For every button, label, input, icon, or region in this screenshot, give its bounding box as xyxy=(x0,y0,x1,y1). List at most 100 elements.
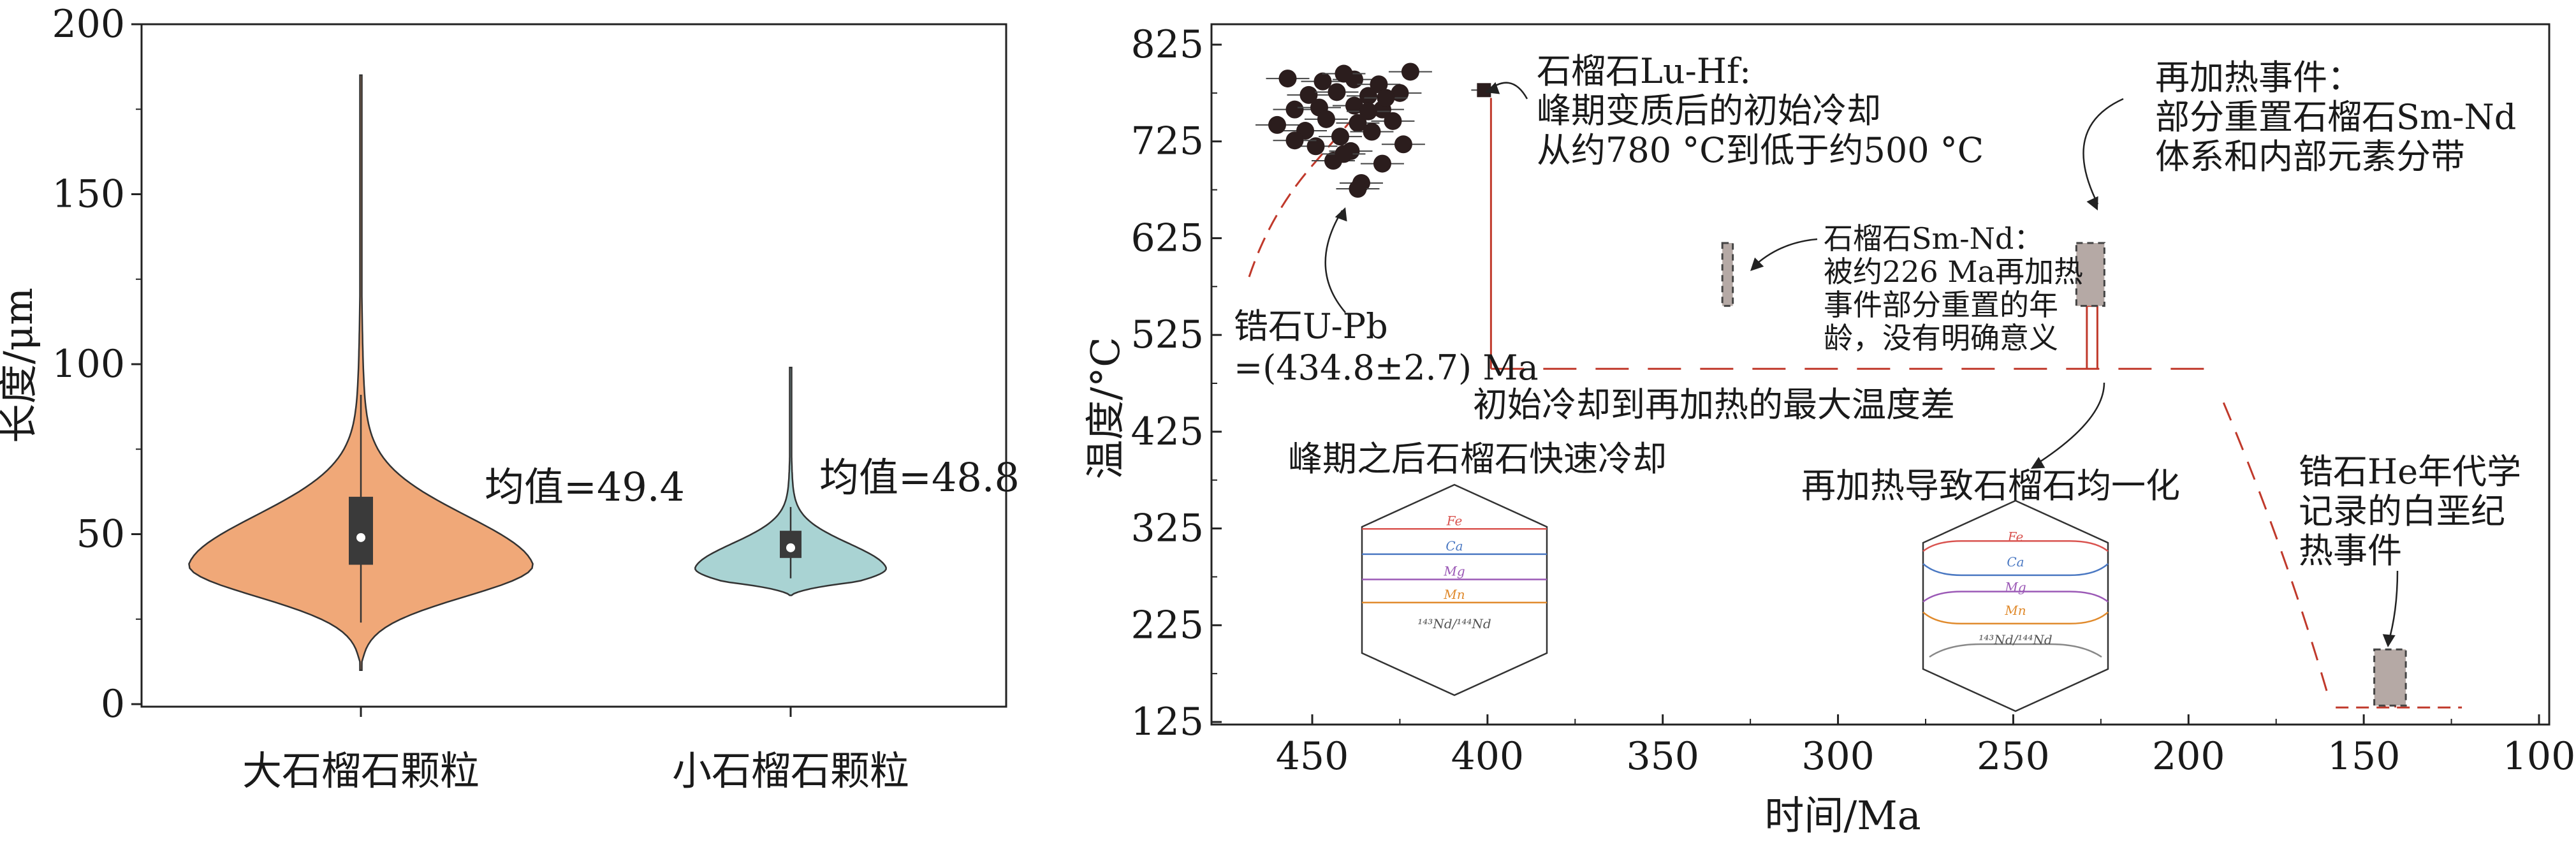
violin-bodies xyxy=(188,74,887,671)
tt-x-tick-label: 450 xyxy=(1276,734,1349,779)
violin-y-tick-label: 50 xyxy=(77,512,125,557)
zircon-point xyxy=(1370,75,1388,94)
tt-event-boxes xyxy=(1721,242,2407,707)
zircon-point xyxy=(1335,145,1353,163)
violin-y-tick-label: 0 xyxy=(101,682,125,726)
zoning-profile-label: Ca xyxy=(1445,538,1463,554)
zoning-profile-line xyxy=(1929,643,2102,658)
sm-nd-arrow xyxy=(1752,238,1818,269)
zoning-profile-label: Mn xyxy=(2004,603,2026,618)
lu-hf-annotation-line2: 峰期变质后的初始冷却 xyxy=(1537,91,1881,131)
violin-chart: 0 50 100 150 200 长度/μm 大石榴石颗粒 小石榴石颗粒 均值=49.4… xyxy=(0,2,1020,794)
violin-y-tick-label: 150 xyxy=(52,172,125,217)
zircon-point xyxy=(1331,128,1349,146)
zoning-profile-label: Fe xyxy=(1446,513,1463,528)
hexagon-outline xyxy=(1922,499,2109,712)
zircon-point xyxy=(1328,83,1346,101)
violin-mean-annotation-small: 均值=48.8 xyxy=(819,454,1020,501)
tt-x-tick-label: 350 xyxy=(1626,734,1699,779)
he-event-arrow-head xyxy=(2382,634,2396,647)
violin-mean-annotation-large: 均值=49.4 xyxy=(485,464,685,510)
violin-plot-frame xyxy=(140,23,1007,708)
zoning-profile-label: ¹⁴³Nd/¹⁴⁴Nd xyxy=(1417,616,1491,631)
lu-hf-point xyxy=(1477,83,1491,98)
violin-y-tick-label: 100 xyxy=(52,342,125,387)
violin-category-label-small: 小石榴石颗粒 xyxy=(672,748,909,794)
he-event-annotation-line2: 记录的白垩纪 xyxy=(2299,491,2505,531)
tt-x-tick-label: 100 xyxy=(2503,734,2576,779)
violin-y-axis-label: 长度/μm xyxy=(0,288,41,443)
zircon-upb-annotation-title: 锆石U-Pb xyxy=(1234,306,1388,346)
zoning-profile-label: Ca xyxy=(2007,554,2024,570)
violin-y-ticks: 0 50 100 150 200 xyxy=(52,2,792,726)
max-temp-diff-annotation: 初始冷却到再加热的最大温度差 xyxy=(1473,385,1955,425)
tt-y-tick-label: 825 xyxy=(1131,22,1204,67)
tt-y-tick-label: 225 xyxy=(1131,603,1204,647)
zircon-point xyxy=(1349,114,1367,132)
sm-nd-annotation-title: 石榴石Sm-Nd： xyxy=(1824,221,2043,256)
sm-nd-annotation-line2: 被约226 Ma再加热 xyxy=(1824,254,2083,289)
zircon-point xyxy=(1314,72,1332,91)
zircon-point xyxy=(1359,102,1377,121)
zircon-point xyxy=(1317,110,1335,128)
tt-x-ticks: 450 400 350 300 250 200 150 100 xyxy=(1276,714,2576,779)
sm-nd-annotation-line4: 龄，没有明确意义 xyxy=(1824,321,2058,355)
zircon-upb-annotation-age: =(434.8±2.7) Ma xyxy=(1234,348,1539,388)
sm-nd-arrow-head xyxy=(1750,257,1764,271)
garnet-zoning-inset-reheat: Fe Ca Mg Mn ¹⁴³Nd/¹⁴⁴Nd xyxy=(1922,499,2109,712)
homogenize-arrow xyxy=(2033,382,2105,467)
reheat-annotation-line2: 部分重置石榴石Sm-Nd xyxy=(2155,97,2516,137)
zircon-point xyxy=(1401,63,1419,81)
garnet-zoning-inset-cooling: Fe Ca Mg Mn ¹⁴³Nd/¹⁴⁴Nd xyxy=(1361,483,1548,696)
zircon-point xyxy=(1345,96,1363,115)
reheat-annotation-line3: 体系和内部元素分带 xyxy=(2155,136,2465,177)
zoning-profile-label: ¹⁴³Nd/¹⁴⁴Nd xyxy=(1979,632,2052,647)
zoning-profile-line xyxy=(1922,591,2109,603)
zircon-point xyxy=(1359,87,1377,105)
zircon-point xyxy=(1268,115,1287,134)
reheat-arrow-head xyxy=(2086,196,2098,210)
tt-y-ticks: 125 225 325 425 525 625 725 825 xyxy=(1131,22,1222,744)
zircon-point xyxy=(1278,70,1297,88)
tt-y-tick-label: 525 xyxy=(1131,313,1204,357)
rapid-cooling-annotation: 峰期之后石榴石快速冷却 xyxy=(1288,439,1667,479)
zircon-point xyxy=(1363,122,1381,141)
lu-hf-annotation-title: 石榴石Lu-Hf: xyxy=(1537,51,1751,91)
zoning-profile-label: Mg xyxy=(2004,580,2026,595)
hexagon-outline xyxy=(1361,483,1548,696)
zircon-upb-arrow-head xyxy=(1335,207,1347,222)
zircon-point xyxy=(1377,89,1395,107)
tt-y-tick-label: 625 xyxy=(1131,216,1204,260)
tt-y-tick-label: 725 xyxy=(1131,119,1204,164)
temperature-time-chart: 125 225 325 425 525 625 725 825 450 400 350 300 250… xyxy=(1082,22,2575,839)
zircon-upb-arrow xyxy=(1324,210,1346,313)
homogenize-arrow-head xyxy=(2031,457,2045,469)
tt-x-axis-label: 时间/Ma xyxy=(1764,792,1921,839)
tt-y-tick-label: 325 xyxy=(1131,506,1204,551)
he-event-annotation-line1: 锆石He年代学 xyxy=(2299,452,2521,492)
zoning-profile-label: Mn xyxy=(1443,587,1465,602)
homogenize-annotation: 再加热导致石榴石均一化 xyxy=(1801,466,2180,506)
violin-iqr-box xyxy=(349,496,373,565)
tt-path-reheat-spike xyxy=(2086,305,2098,369)
violin-median-dot xyxy=(356,533,365,542)
reheat-annotation-title: 再加热事件： xyxy=(2155,57,2362,98)
tt-event-box xyxy=(1721,242,1734,307)
tt-plot-frame xyxy=(1210,23,2550,726)
violin-category-label-large: 大石榴石颗粒 xyxy=(242,748,479,794)
lu-hf-annotation-line3: 从约780 °C到低于约500 °C xyxy=(1537,130,1984,170)
tt-event-box xyxy=(2373,648,2407,707)
annotation-arrows xyxy=(1324,82,2399,647)
violin-body xyxy=(188,74,534,671)
zircon-point xyxy=(1285,131,1304,150)
zoning-profile-label: Fe xyxy=(2007,529,2024,544)
violin-median-dot xyxy=(786,543,795,552)
tt-y-axis-label: 温度/°C xyxy=(1082,337,1129,479)
tt-x-tick-label: 200 xyxy=(2152,734,2225,779)
sm-nd-annotation-line3: 事件部分重置的年 xyxy=(1824,288,2058,322)
he-event-annotation-line3: 热事件 xyxy=(2299,531,2402,571)
he-event-arrow xyxy=(2387,570,2399,645)
tt-x-tick-label: 300 xyxy=(1801,734,1875,779)
tt-event-box xyxy=(2075,242,2105,307)
